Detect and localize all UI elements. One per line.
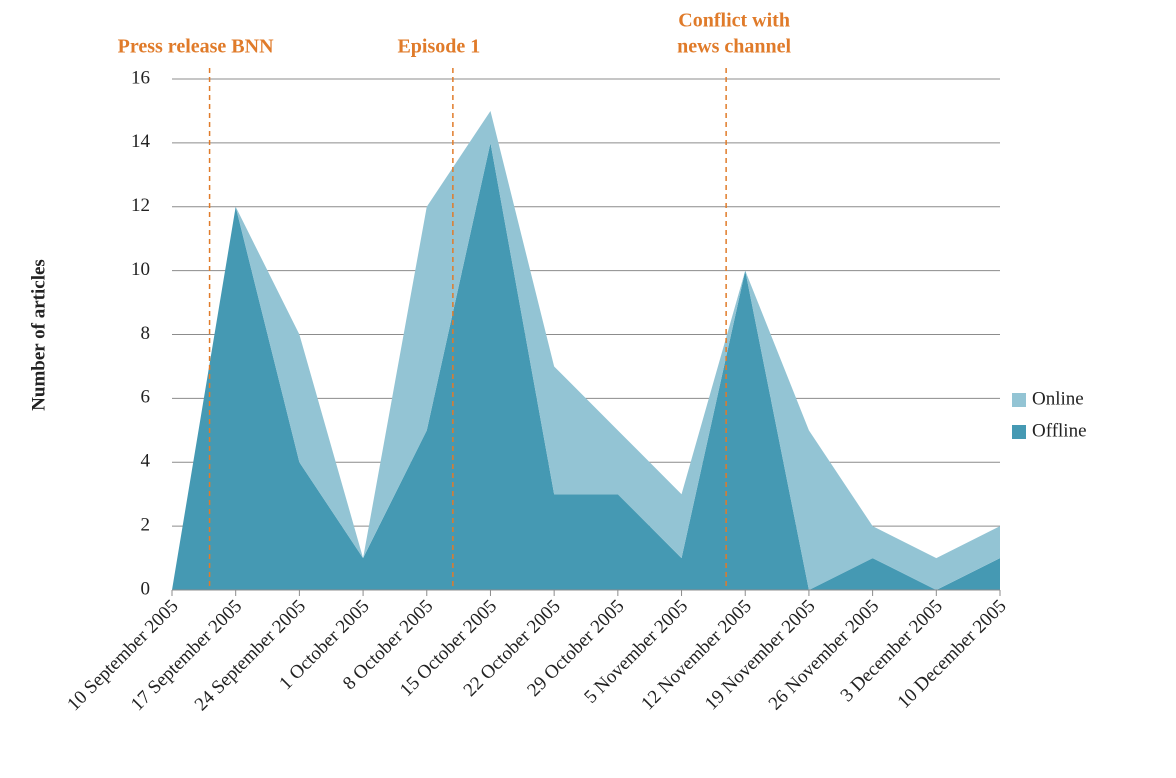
- x-tick-label: 17 September 2005: [127, 596, 246, 715]
- area: [172, 110, 1000, 590]
- x-tick-label: 19 November 2005: [701, 596, 820, 715]
- legend-swatch: [1012, 393, 1026, 407]
- x-tick-label: 10 December 2005: [894, 596, 1011, 713]
- x-tick-label: 26 November 2005: [765, 596, 884, 715]
- legend-swatch: [1012, 425, 1026, 439]
- y-tick-label: 10: [131, 259, 150, 280]
- legend-label: Online: [1032, 388, 1084, 409]
- x-tick-label: 24 September 2005: [191, 596, 310, 715]
- y-tick-label: 14: [131, 131, 151, 152]
- area: [172, 142, 1000, 590]
- y-tick-label: 8: [141, 323, 151, 344]
- annotation: news channel: [677, 36, 791, 58]
- legend-label: Offline: [1032, 420, 1087, 441]
- x-tick-label: 12 November 2005: [637, 596, 756, 715]
- annotation: Press release BNN: [118, 36, 274, 58]
- y-tick-label: 16: [131, 67, 150, 88]
- y-tick-label: 6: [141, 387, 151, 408]
- x-tick-label: 10 September 2005: [63, 596, 182, 715]
- y-tick-label: 12: [131, 195, 150, 216]
- annotation: Conflict with: [678, 10, 790, 32]
- annotation: Episode 1: [397, 36, 480, 58]
- y-tick-label: 2: [141, 514, 151, 535]
- y-tick-label: 4: [141, 451, 151, 472]
- y-axis-label: Number of articles: [28, 259, 49, 411]
- y-tick-label: 0: [141, 578, 151, 599]
